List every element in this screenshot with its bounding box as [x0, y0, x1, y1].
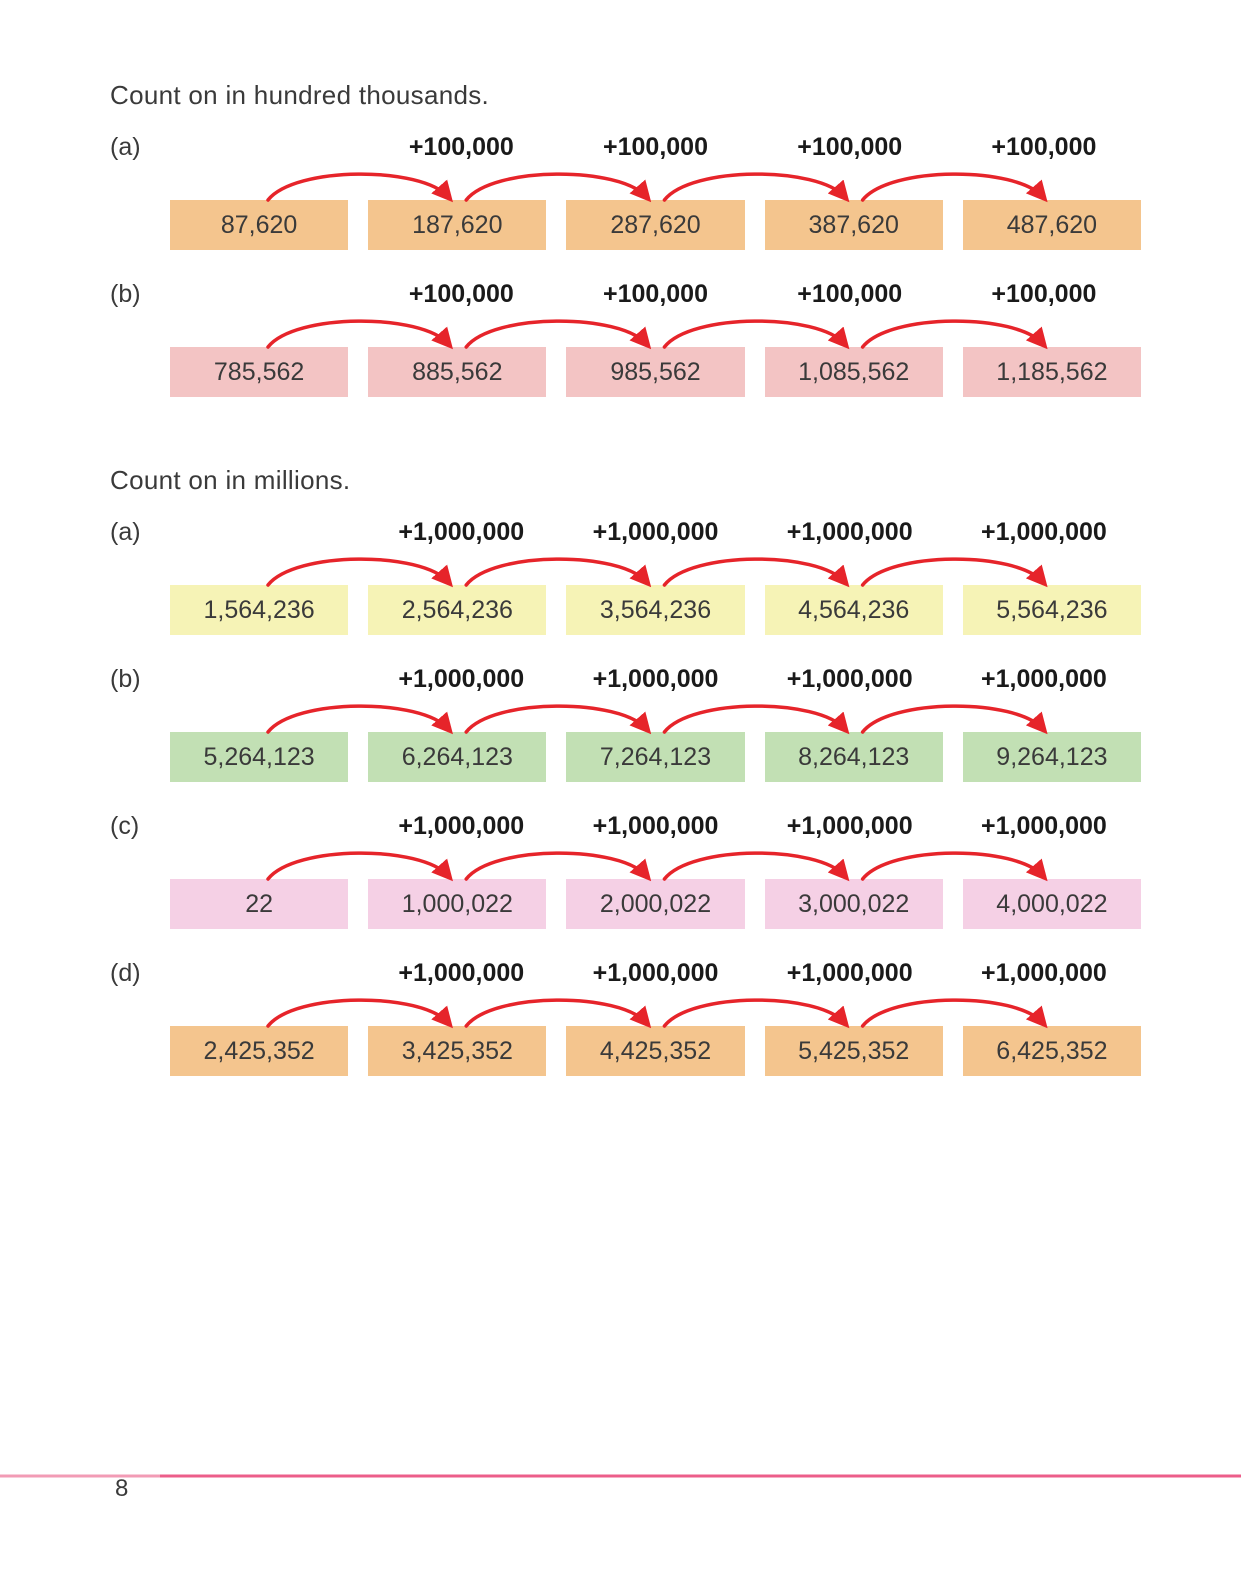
arc-row: [170, 696, 1141, 732]
number-box: 885,562: [368, 347, 546, 397]
exercise-2b: (b) . +1,000,000 +1,000,000 +1,000,000 +…: [110, 665, 1141, 782]
increment-label: +1,000,000: [753, 518, 947, 547]
exercise-label: (a): [110, 518, 141, 547]
page-number: 8: [115, 1475, 128, 1503]
boxes-row: 5,264,123 6,264,123 7,264,123 8,264,123 …: [170, 732, 1141, 782]
number-box: 4,000,022: [963, 879, 1141, 929]
increment-label: +1,000,000: [947, 518, 1141, 547]
increment-label: +1,000,000: [558, 665, 752, 694]
arc-row: [170, 311, 1141, 347]
number-box: 22: [170, 879, 348, 929]
exercise-1b: (b) . +100,000 +100,000 +100,000 +100,00…: [110, 280, 1141, 397]
increment-labels-row: . +1,000,000 +1,000,000 +1,000,000 +1,00…: [110, 665, 1141, 694]
increment-label: +1,000,000: [947, 959, 1141, 988]
increment-label: +1,000,000: [753, 812, 947, 841]
footer-line: [0, 1474, 1241, 1478]
arc-svg: [170, 164, 1141, 200]
number-box: 9,264,123: [963, 732, 1141, 782]
increment-label: +100,000: [364, 280, 558, 309]
number-box: 6,264,123: [368, 732, 546, 782]
exercise-label: (b): [110, 665, 141, 694]
increment-label: +1,000,000: [364, 518, 558, 547]
number-box: 3,000,022: [765, 879, 943, 929]
page: Count on in hundred thousands. (a) . +10…: [0, 0, 1241, 1595]
number-box: 1,000,022: [368, 879, 546, 929]
number-box: 8,264,123: [765, 732, 943, 782]
arc-row: [170, 990, 1141, 1026]
increment-label: +100,000: [947, 133, 1141, 162]
number-box: 187,620: [368, 200, 546, 250]
increment-label: +1,000,000: [558, 959, 752, 988]
number-box: 4,564,236: [765, 585, 943, 635]
arc-row: [170, 164, 1141, 200]
increment-label: +100,000: [558, 280, 752, 309]
number-box: 287,620: [566, 200, 744, 250]
increment-label: +100,000: [947, 280, 1141, 309]
increment-label: +100,000: [364, 133, 558, 162]
number-box: 5,425,352: [765, 1026, 943, 1076]
number-box: 6,425,352: [963, 1026, 1141, 1076]
boxes-row: 785,562 885,562 985,562 1,085,562 1,185,…: [170, 347, 1141, 397]
increment-labels-row: . +1,000,000 +1,000,000 +1,000,000 +1,00…: [110, 518, 1141, 547]
increment-label: +1,000,000: [558, 812, 752, 841]
number-box: 3,564,236: [566, 585, 744, 635]
arc-row: [170, 549, 1141, 585]
increment-label: +1,000,000: [753, 665, 947, 694]
number-box: 487,620: [963, 200, 1141, 250]
number-box: 1,185,562: [963, 347, 1141, 397]
exercise-label: (a): [110, 133, 141, 162]
exercise-label: (d): [110, 959, 141, 988]
increment-labels-row: . +1,000,000 +1,000,000 +1,000,000 +1,00…: [110, 959, 1141, 988]
increment-label: +1,000,000: [364, 812, 558, 841]
number-box: 2,564,236: [368, 585, 546, 635]
number-box: 785,562: [170, 347, 348, 397]
boxes-row: 87,620 187,620 287,620 387,620 487,620: [170, 200, 1141, 250]
boxes-row: 2,425,352 3,425,352 4,425,352 5,425,352 …: [170, 1026, 1141, 1076]
exercise-label: (c): [110, 812, 139, 841]
increment-label: +1,000,000: [364, 665, 558, 694]
exercise-label: (b): [110, 280, 141, 309]
exercise-2c: (c) . +1,000,000 +1,000,000 +1,000,000 +…: [110, 812, 1141, 929]
increment-label: +1,000,000: [947, 665, 1141, 694]
arc-svg: [170, 311, 1141, 347]
number-box: 2,425,352: [170, 1026, 348, 1076]
arc-svg: [170, 549, 1141, 585]
number-box: 87,620: [170, 200, 348, 250]
increment-label: +1,000,000: [947, 812, 1141, 841]
number-box: 387,620: [765, 200, 943, 250]
arc-row: [170, 843, 1141, 879]
boxes-row: 22 1,000,022 2,000,022 3,000,022 4,000,0…: [170, 879, 1141, 929]
increment-label: +100,000: [558, 133, 752, 162]
exercise-2d: (d) . +1,000,000 +1,000,000 +1,000,000 +…: [110, 959, 1141, 1076]
number-box: 985,562: [566, 347, 744, 397]
exercise-2a: (a) . +1,000,000 +1,000,000 +1,000,000 +…: [110, 518, 1141, 635]
arc-svg: [170, 696, 1141, 732]
increment-label: +1,000,000: [364, 959, 558, 988]
increment-label: +100,000: [753, 280, 947, 309]
arc-svg: [170, 990, 1141, 1026]
number-box: 2,000,022: [566, 879, 744, 929]
section-title-1: Count on in hundred thousands.: [110, 80, 1141, 111]
number-box: 3,425,352: [368, 1026, 546, 1076]
increment-label: +1,000,000: [558, 518, 752, 547]
increment-label: +1,000,000: [753, 959, 947, 988]
increment-labels-row: . +1,000,000 +1,000,000 +1,000,000 +1,00…: [110, 812, 1141, 841]
number-box: 1,085,562: [765, 347, 943, 397]
number-box: 7,264,123: [566, 732, 744, 782]
boxes-row: 1,564,236 2,564,236 3,564,236 4,564,236 …: [170, 585, 1141, 635]
increment-labels-row: . +100,000 +100,000 +100,000 +100,000: [110, 280, 1141, 309]
arc-svg: [170, 843, 1141, 879]
number-box: 5,264,123: [170, 732, 348, 782]
exercise-1a: (a) . +100,000 +100,000 +100,000 +100,00…: [110, 133, 1141, 250]
increment-label: +100,000: [753, 133, 947, 162]
increment-labels-row: . +100,000 +100,000 +100,000 +100,000: [110, 133, 1141, 162]
number-box: 5,564,236: [963, 585, 1141, 635]
number-box: 4,425,352: [566, 1026, 744, 1076]
section-title-2: Count on in millions.: [110, 465, 1141, 496]
number-box: 1,564,236: [170, 585, 348, 635]
